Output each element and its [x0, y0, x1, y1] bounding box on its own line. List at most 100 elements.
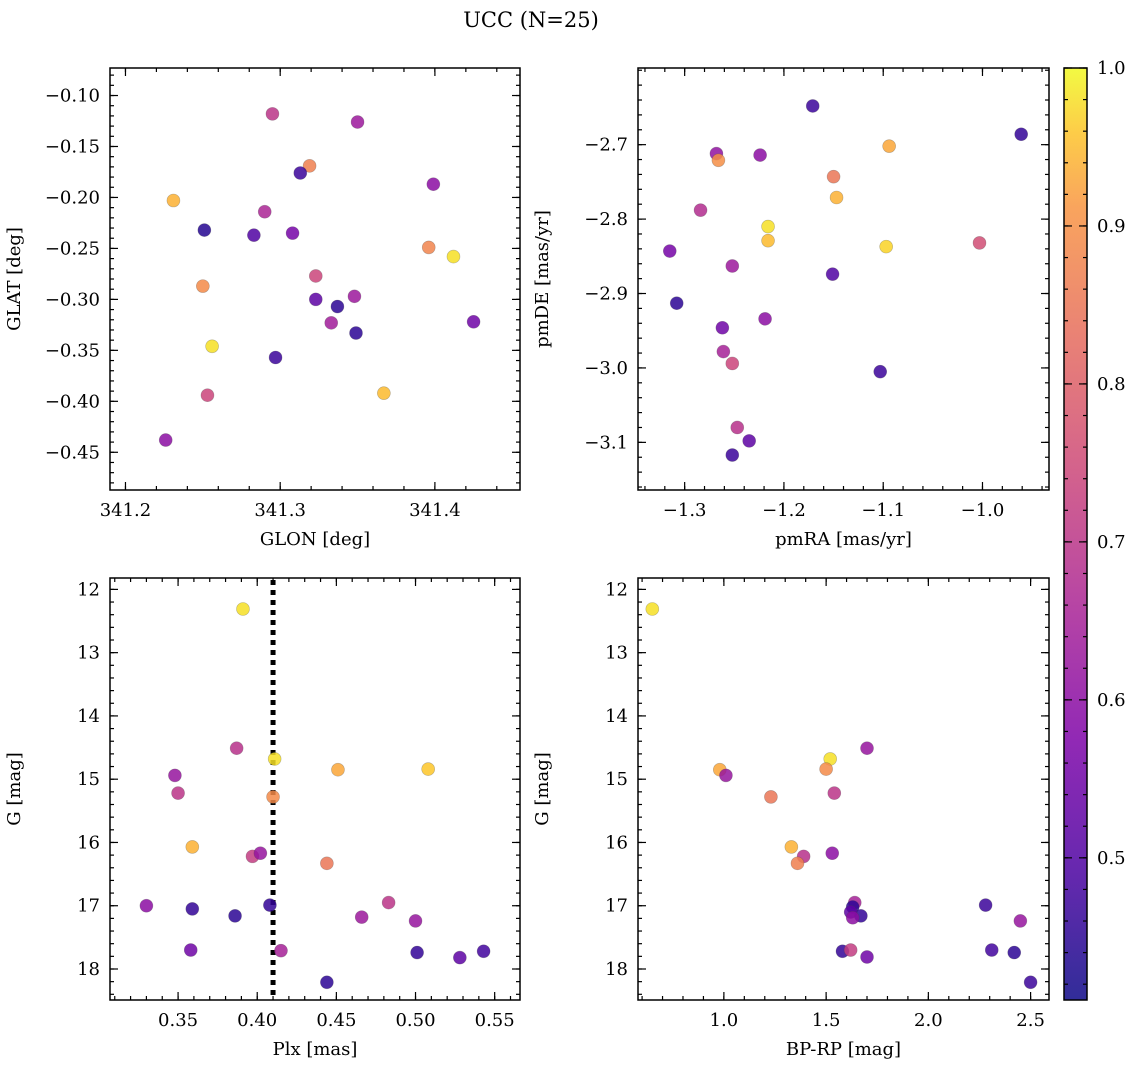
scatter-point [978, 898, 993, 912]
scatter-point [825, 846, 840, 861]
scatter-point [662, 244, 677, 258]
scatter-point [139, 898, 154, 913]
scatter-point [265, 107, 280, 121]
y-tick-label: 12 [605, 579, 628, 600]
scatter-point [308, 292, 323, 307]
scatter-point [377, 386, 391, 400]
scatter-point [873, 364, 888, 379]
colorbar-tick-label: 0.9 [1097, 216, 1126, 237]
scatter-point [302, 159, 317, 173]
y-tick-label: 14 [605, 706, 628, 727]
scatter-point [410, 945, 424, 960]
scatter-point [725, 259, 740, 273]
scatter-points [158, 107, 481, 447]
scatter-point [171, 786, 185, 800]
x-axis-label: pmRA [mas/yr] [775, 529, 912, 550]
scatter-point [860, 741, 874, 755]
scatter-point [408, 914, 423, 928]
figure-title: UCC (N=25) [463, 8, 599, 32]
y-tick-label: −0.10 [45, 86, 100, 107]
scatter-point [324, 316, 339, 330]
y-tick-label: 13 [77, 643, 100, 664]
scatter-point [200, 388, 215, 403]
scatter-point [330, 299, 345, 314]
x-tick-label: 341.3 [254, 500, 306, 521]
scatter-point [827, 786, 842, 800]
scatter-point [466, 315, 481, 329]
scatter-point [843, 943, 858, 957]
scatter-point [293, 166, 308, 180]
y-tick-label: 16 [77, 832, 100, 853]
scatter-point [421, 762, 435, 776]
x-tick-label: 2.5 [1016, 1010, 1045, 1031]
panel-1: 341.2 341.3 341.4 −0.45 −0.40 −0.35 −0.30 −0.25… [4, 67, 521, 550]
colorbar-gradient [1064, 68, 1087, 1000]
y-tick-label: −0.25 [45, 238, 100, 259]
x-tick-label: −1.1 [861, 500, 905, 521]
scatter-point [1013, 914, 1028, 928]
y-tick-label: 13 [605, 643, 628, 664]
x-tick-label: 0.45 [316, 1010, 356, 1031]
scatter-point [274, 943, 288, 958]
scatter-point [1007, 945, 1022, 960]
scatter-point [645, 602, 660, 616]
scatter-point [381, 895, 396, 910]
y-tick-label: 18 [605, 959, 628, 980]
y-axis-label: G [mag] [532, 752, 553, 825]
y-tick-label: 16 [605, 832, 628, 853]
scatter-point [476, 944, 491, 959]
x-tick-label: −1.3 [663, 500, 707, 521]
panel-3: 0.35 0.40 0.45 0.50 0.55 12 13 14 15 16 17 18 Plx [m… [4, 577, 521, 1060]
axes-frame [637, 67, 1050, 491]
y-tick-label: 18 [77, 959, 100, 980]
scatter-point [183, 943, 198, 957]
colorbar-tick-label: 1.0 [1097, 58, 1126, 79]
y-axis-label: G [mag] [4, 752, 25, 825]
scatter-point [205, 339, 219, 354]
scatter-point [453, 950, 467, 965]
scatter-point [819, 762, 833, 776]
scatter-point [725, 448, 740, 462]
scatter-point [267, 752, 282, 766]
scatter-point [764, 790, 778, 804]
scatter-point [347, 289, 362, 304]
scatter-point [320, 856, 334, 871]
x-tick-label: 2.0 [914, 1010, 943, 1031]
x-tick-label: 0.50 [395, 1010, 435, 1031]
scatter-point [1014, 127, 1029, 142]
colorbar-tick-label: 0.8 [1097, 374, 1126, 395]
scatter-point [805, 99, 820, 113]
scatter-point [166, 193, 181, 208]
scatter-point [228, 909, 242, 923]
y-tick-label: 12 [77, 579, 100, 600]
scatter-point [236, 602, 250, 616]
scatter-point [761, 219, 775, 234]
scatter-point [263, 898, 277, 912]
x-tick-label: 0.55 [475, 1010, 515, 1031]
scatter-point [725, 356, 740, 371]
x-tick-label: 341.4 [409, 500, 461, 521]
scatter-point [730, 420, 745, 435]
scatter-point [742, 434, 756, 448]
colorbar-frame [1063, 67, 1088, 1001]
x-tick-label: −1.2 [762, 500, 806, 521]
scatter-point [320, 975, 334, 990]
scatter-point [331, 762, 345, 777]
scatter-point [719, 768, 733, 783]
scatter-point [247, 228, 261, 242]
axis-ticks [110, 578, 520, 1000]
scatter-point [845, 910, 860, 925]
scatter-point [253, 846, 268, 861]
scatter-point [879, 239, 893, 254]
axis-ticks [638, 578, 1049, 1000]
scatter-point [446, 249, 461, 264]
scatter-point [426, 177, 441, 192]
scatter-point [168, 768, 182, 783]
scatter-point [829, 190, 844, 205]
scatter-point [716, 344, 731, 359]
scatter-point [197, 223, 212, 237]
scatter-point [711, 153, 726, 168]
x-axis-label: GLON [deg] [260, 529, 370, 550]
scatter-point [826, 169, 841, 184]
x-axis-label: Plx [mas] [273, 1039, 358, 1060]
